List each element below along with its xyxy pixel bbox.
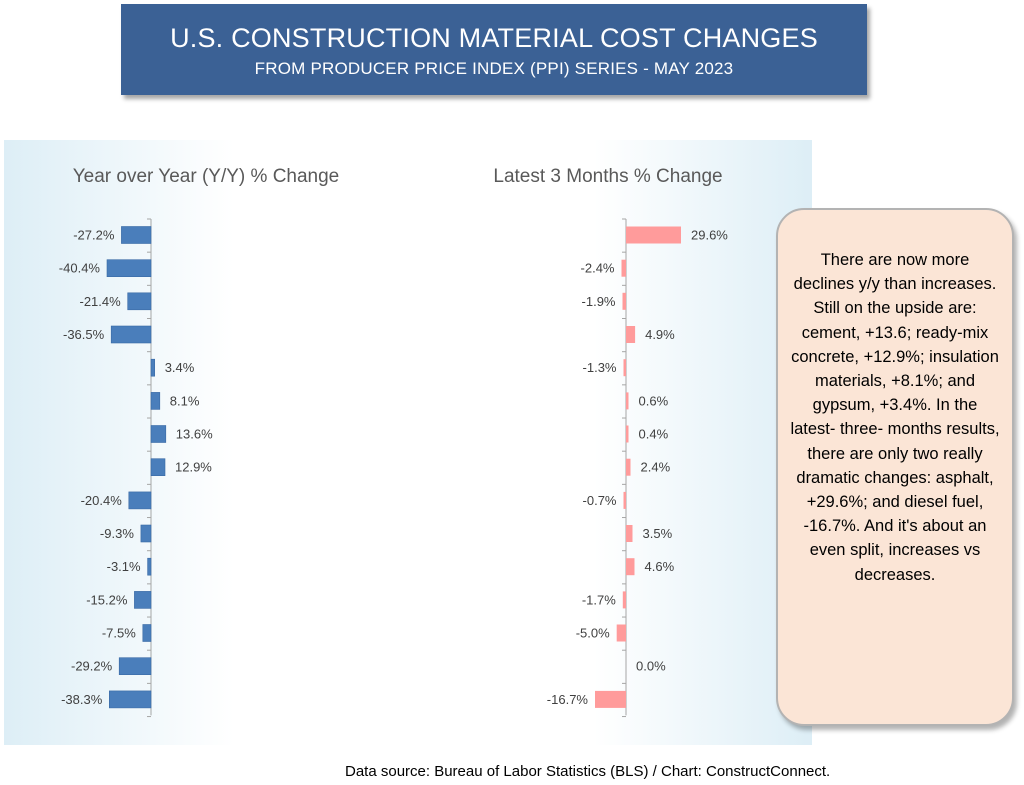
yoy-bar (109, 690, 152, 709)
three-month-data-label: -1.3% (583, 360, 617, 375)
yoy-data-label: -15.2% (86, 592, 128, 607)
three-month-bar (621, 259, 626, 277)
yoy-data-label: -20.4% (81, 493, 123, 508)
three-month-data-label: 4.9% (645, 327, 675, 342)
yoy-data-label: -29.2% (71, 659, 113, 674)
data-source-note: Data source: Bureau of Labor Statistics … (345, 763, 831, 780)
three-month-bar (626, 226, 681, 244)
yoy-bar (110, 325, 152, 344)
yoy-bar (150, 425, 167, 443)
three-month-data-label: -2.4% (581, 261, 615, 276)
yoy-bar (150, 392, 161, 410)
yoy-bar (128, 491, 152, 510)
three-month-bar (626, 392, 629, 410)
commentary-callout: There are now more declines y/y than inc… (776, 208, 1014, 726)
yoy-data-label: 8.1% (170, 393, 200, 408)
three-month-data-label: 4.6% (645, 559, 675, 574)
three-month-data-label: -0.7% (583, 493, 617, 508)
yoy-data-label: 3.4% (165, 360, 195, 375)
yoy-data-label: -36.5% (63, 327, 105, 342)
three-month-data-label: 29.6% (691, 228, 728, 243)
three-month-bar (622, 591, 626, 609)
three-month-bar (623, 491, 626, 509)
three-month-data-label: 3.5% (643, 526, 673, 541)
yoy-data-label: 12.9% (175, 460, 212, 475)
three-month-bar (626, 326, 636, 343)
three-month-data-label: 2.4% (641, 460, 671, 475)
yoy-bar (106, 259, 152, 277)
yoy-bar (118, 657, 152, 676)
yoy-data-label: -9.3% (100, 526, 134, 541)
yoy-bar (142, 624, 152, 642)
yoy-bar (140, 524, 152, 543)
three-month-data-label: 0.0% (636, 659, 666, 674)
three-month-bar (595, 690, 626, 708)
three-month-bar (626, 558, 635, 576)
three-month-bar (626, 525, 633, 542)
yoy-data-label: -27.2% (73, 228, 115, 243)
three-month-bar (626, 425, 629, 443)
three-month-data-label: -5.0% (576, 626, 610, 641)
yoy-data-label: 13.6% (176, 427, 213, 442)
three-month-chart-title: Latest 3 Months % Change (493, 166, 722, 187)
three-month-bar (626, 458, 631, 476)
yoy-bar (150, 458, 166, 477)
yoy-bar (127, 292, 152, 311)
yoy-bar (147, 557, 152, 576)
three-month-data-label: -16.7% (547, 692, 589, 707)
chart-main-title: U.S. CONSTRUCTION MATERIAL COST CHANGES (170, 23, 818, 53)
three-month-data-label: 0.6% (639, 393, 669, 408)
three-month-bar (623, 359, 626, 377)
yoy-bar (134, 591, 152, 609)
yoy-data-label: -21.4% (79, 294, 121, 309)
yoy-data-label: -3.1% (107, 559, 141, 574)
yoy-bar (121, 226, 152, 244)
yoy-chart-title: Year over Year (Y/Y) % Change (73, 166, 340, 187)
three-month-bar (616, 624, 626, 642)
title-banner: U.S. CONSTRUCTION MATERIAL COST CHANGES … (121, 4, 867, 95)
three-month-data-label: 0.4% (639, 427, 669, 442)
yoy-bar (150, 358, 156, 377)
bar-charts: Year over Year (Y/Y) % Change Latest 3 M… (59, 166, 728, 718)
plot-panel: Year over Year (Y/Y) % Change Latest 3 M… (4, 140, 812, 745)
commentary-text: There are now more declines y/y than inc… (790, 251, 1000, 584)
chart-subtitle: FROM PRODUCER PRICE INDEX (PPI) SERIES -… (254, 59, 734, 78)
three-month-data-label: -1.9% (582, 294, 616, 309)
three-month-bar (622, 292, 626, 310)
yoy-data-label: -7.5% (102, 626, 136, 641)
yoy-data-label: -40.4% (59, 261, 101, 276)
three-month-data-label: -1.7% (582, 592, 616, 607)
yoy-data-label: -38.3% (61, 692, 103, 707)
